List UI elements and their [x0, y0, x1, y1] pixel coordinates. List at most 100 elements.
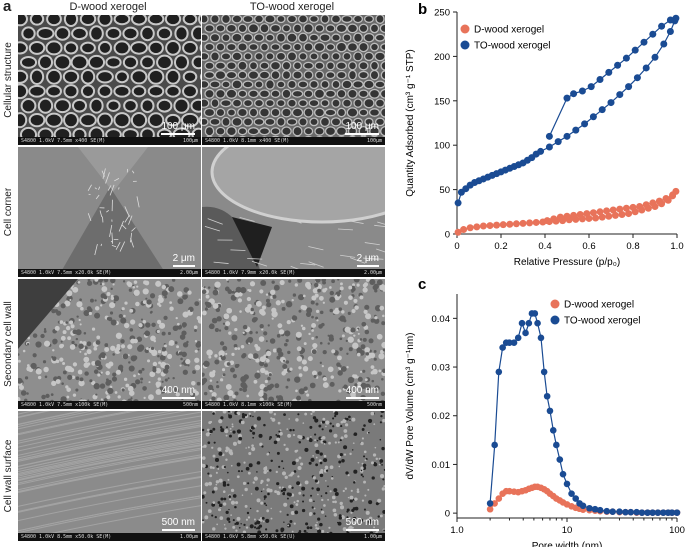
data-point — [491, 441, 498, 449]
data-point — [583, 210, 591, 218]
scale-bar-line — [345, 133, 379, 135]
data-point — [572, 495, 580, 502]
scale-bar-label: 100 μm — [345, 121, 379, 132]
data-point — [625, 83, 633, 91]
legend-label: D-wood xerogel — [474, 25, 544, 36]
scale-bar-label: 100 μm — [161, 121, 195, 132]
legend-marker — [550, 315, 560, 325]
data-point — [473, 223, 481, 231]
data-point — [525, 319, 533, 327]
data-point — [603, 507, 611, 515]
data-point — [666, 16, 674, 24]
data-point — [638, 509, 646, 516]
panel-letter: c — [418, 276, 426, 293]
sem-info-footer: S4800 1.0kV 8.5mm x50.0k SE(M) 1.00μm — [18, 533, 201, 541]
data-point — [627, 508, 635, 516]
data-point — [563, 132, 571, 140]
data-point — [649, 509, 656, 516]
data-point — [576, 210, 584, 218]
sem-image: 400 nm S4800 1.0kV 8.1mm x100k SE(M) 500nm — [202, 279, 385, 409]
data-point — [454, 199, 462, 207]
sem-info-footer: S4800 1.0kV 8.1mm x100k SE(M) 500nm — [202, 401, 385, 409]
sem-info-text: S4800 1.0kV 8.5mm x50.0k SE(M) — [21, 534, 112, 540]
data-point — [596, 506, 604, 514]
row-label: Secondary cell wall — [3, 301, 14, 387]
data-point — [506, 339, 513, 346]
data-point — [519, 219, 527, 227]
scale-bar-label: 500 nm — [161, 517, 195, 528]
x-tick-label: 0.2 — [494, 241, 507, 252]
scale-bar: 400 nm — [345, 385, 379, 399]
data-point — [633, 508, 640, 516]
scale-bar: 100 μm — [161, 121, 195, 135]
data-point — [616, 205, 624, 213]
data-point — [633, 74, 641, 82]
sem-info-text: S4800 1.0kV 8.1mm x100k SE(M) — [205, 402, 293, 408]
data-point — [642, 201, 650, 209]
y-tick-label: 0 — [445, 230, 450, 241]
scale-bar: 100 μm — [345, 121, 379, 135]
data-point — [559, 470, 567, 478]
data-point — [579, 502, 587, 510]
row-label: Cell corner — [3, 187, 14, 237]
x-tick-label: 0.8 — [626, 241, 639, 252]
y-tick-label: 0.02 — [432, 411, 451, 422]
scale-bar-line — [345, 529, 379, 531]
data-point — [596, 208, 604, 216]
sem-info-scale: 1.00μm — [179, 534, 198, 540]
data-point — [556, 456, 564, 463]
y-tick-label: 0.04 — [432, 314, 451, 325]
x-tick-label: 100 — [669, 525, 685, 536]
panel-a-letter: a — [3, 0, 12, 15]
data-point — [491, 500, 498, 507]
data-point — [493, 221, 501, 229]
column-header-to-wood: TO-wood xerogel — [249, 1, 335, 13]
data-point — [618, 210, 626, 218]
data-point — [479, 222, 487, 230]
scale-bar-label: 2 μm — [172, 253, 195, 264]
data-point — [629, 203, 637, 211]
scale-bar: 400 nm — [161, 385, 195, 399]
data-point — [495, 495, 503, 502]
data-point — [499, 344, 506, 351]
sem-texture — [18, 411, 201, 541]
y-axis-label: dV/dW Pore Volume (cm³ g⁻¹nm) — [405, 333, 416, 480]
data-point — [668, 509, 676, 516]
scale-bar-line — [161, 529, 195, 531]
sem-info-scale: 2.00μm — [363, 270, 382, 276]
sem-texture — [202, 147, 385, 277]
data-point — [609, 206, 617, 214]
legend-label: TO-wood xerogel — [474, 41, 551, 52]
sem-info-footer: S4800 1.0kV 5.8mm x50.0k SE(U) 1.00μm — [202, 533, 385, 541]
y-tick-label: 100 — [434, 141, 450, 152]
data-point — [540, 368, 548, 376]
data-point — [549, 427, 557, 434]
legend-marker — [460, 40, 470, 50]
row-label: Cellular structure — [3, 42, 14, 118]
scale-bar-line — [172, 265, 195, 267]
data-point — [534, 319, 541, 327]
data-point — [666, 28, 674, 36]
y-tick-label: 250 — [434, 8, 450, 19]
legend-marker — [460, 24, 470, 34]
data-point — [651, 53, 659, 61]
sem-info-text: S4800 1.0kV 7.5mm x20.0k SE(M) — [21, 270, 112, 276]
x-tick-label: 1.0 — [450, 525, 463, 536]
data-point — [598, 213, 606, 221]
y-tick-label: 200 — [434, 52, 450, 63]
data-point — [655, 197, 663, 205]
scale-bar-label: 400 nm — [161, 385, 195, 396]
sem-image: 2 μm S4800 1.0kV 7.9mm x20.0k SE(M) 2.00μm — [202, 147, 385, 277]
data-point — [659, 509, 667, 516]
sem-info-text: S4800 1.0kV 7.9mm x20.0k SE(M) — [205, 270, 296, 276]
x-axis-label: Pore width (nm) — [532, 541, 603, 547]
data-point — [545, 132, 553, 140]
x-axis-label: Relative Pressure (p/p₀) — [514, 257, 620, 268]
column-header-d-wood: D-wood xerogel — [69, 1, 147, 13]
y-tick-label: 0 — [445, 509, 450, 520]
sem-info-footer: S4800 1.0kV 7.5mm x400 SE(M) 100μm — [18, 137, 201, 145]
data-point — [605, 68, 613, 76]
data-point — [649, 30, 657, 38]
y-axis-label: Quantity Adsorbed (cm³ g⁻¹ STP) — [405, 49, 416, 197]
y-tick-label: 50 — [439, 185, 450, 196]
